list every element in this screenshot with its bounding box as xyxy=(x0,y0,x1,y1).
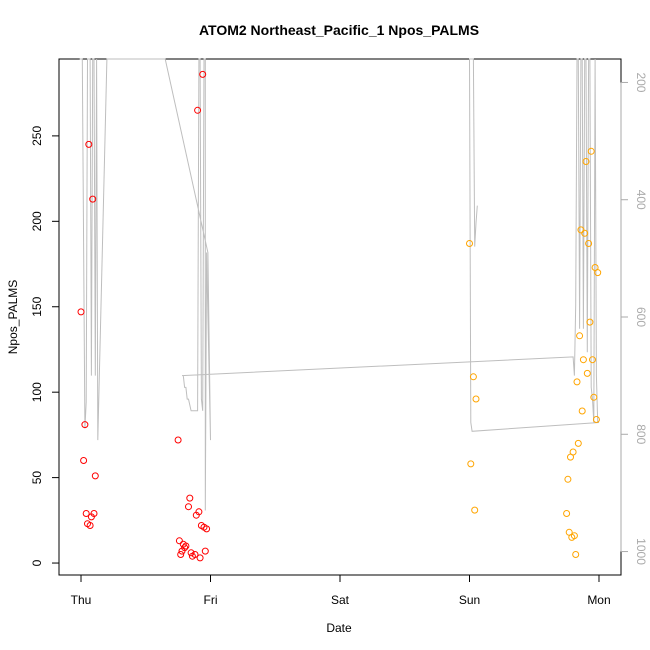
data-point xyxy=(187,549,195,557)
y-tick-label: 250 xyxy=(30,126,44,146)
x-axis-label: Date xyxy=(326,621,352,635)
data-point xyxy=(585,240,593,247)
chart-title: ATOM2 Northeast_Pacific_1 Npos_PALMS xyxy=(199,22,479,38)
y-tick-label: 100 xyxy=(30,382,44,402)
data-point xyxy=(196,554,204,562)
data-point xyxy=(590,393,598,401)
data-point xyxy=(576,332,584,340)
x-tick-label: Sat xyxy=(331,593,350,607)
data-point xyxy=(191,551,199,558)
data-point xyxy=(89,195,97,203)
data-point xyxy=(569,448,577,456)
data-point xyxy=(90,510,98,517)
y2-tick-label: 800 xyxy=(634,424,648,444)
data-point xyxy=(77,308,85,316)
data-point xyxy=(592,416,600,423)
y2-tick-label: 600 xyxy=(634,307,648,327)
data-points-group xyxy=(77,70,602,562)
depth-line xyxy=(79,58,600,511)
data-point xyxy=(177,551,185,558)
data-point xyxy=(199,70,207,78)
data-point xyxy=(175,537,183,545)
data-point xyxy=(203,525,211,533)
data-point xyxy=(582,158,590,165)
data-point xyxy=(563,510,571,517)
data-point xyxy=(570,532,578,540)
data-point xyxy=(467,460,475,468)
data-point xyxy=(469,373,477,381)
data-point xyxy=(578,407,586,415)
y2-tick-label: 1000 xyxy=(634,538,648,565)
data-point xyxy=(85,140,93,148)
data-point xyxy=(86,522,94,529)
y-tick-label: 150 xyxy=(30,296,44,316)
data-point xyxy=(574,439,582,447)
y-tick-label: 200 xyxy=(30,211,44,231)
x-tick-label: Thu xyxy=(71,593,92,607)
y2-tick-label: 200 xyxy=(634,72,648,92)
y-axis: 0 50 100 150 200 250 xyxy=(30,126,60,566)
data-point xyxy=(583,369,591,377)
x-axis: Thu Fri Sat Sun Mon xyxy=(71,574,611,607)
x-tick-label: Mon xyxy=(587,593,610,607)
data-point xyxy=(581,229,589,237)
data-point xyxy=(80,457,88,464)
x-tick-label: Fri xyxy=(204,593,218,607)
y-axis-label: Npos_PALMS xyxy=(6,280,20,354)
plot-frame xyxy=(58,58,622,576)
data-point xyxy=(472,395,480,403)
data-point xyxy=(589,356,596,364)
data-point xyxy=(573,378,581,386)
data-point xyxy=(564,475,572,483)
data-point xyxy=(91,472,99,480)
data-point xyxy=(594,269,602,277)
y-tick-label: 0 xyxy=(30,559,44,566)
y-tick-label: 50 xyxy=(30,471,44,485)
data-point xyxy=(579,356,587,364)
x-tick-label: Sun xyxy=(459,593,480,607)
y2-tick-label: 400 xyxy=(634,190,648,210)
data-point xyxy=(572,551,580,558)
data-point xyxy=(587,147,595,155)
data-point xyxy=(181,544,189,552)
data-point xyxy=(586,318,594,326)
data-point xyxy=(81,421,89,429)
y2-axis: 200 400 600 800 1000 xyxy=(620,72,648,565)
data-point xyxy=(466,240,473,247)
data-point xyxy=(185,503,192,511)
data-point xyxy=(174,436,182,444)
data-point xyxy=(195,508,203,516)
depth-line-group xyxy=(79,58,600,511)
data-point xyxy=(182,542,190,550)
data-point xyxy=(471,506,479,514)
data-point xyxy=(194,106,202,114)
data-point xyxy=(82,510,90,517)
data-point xyxy=(186,494,194,502)
data-point xyxy=(201,547,209,555)
